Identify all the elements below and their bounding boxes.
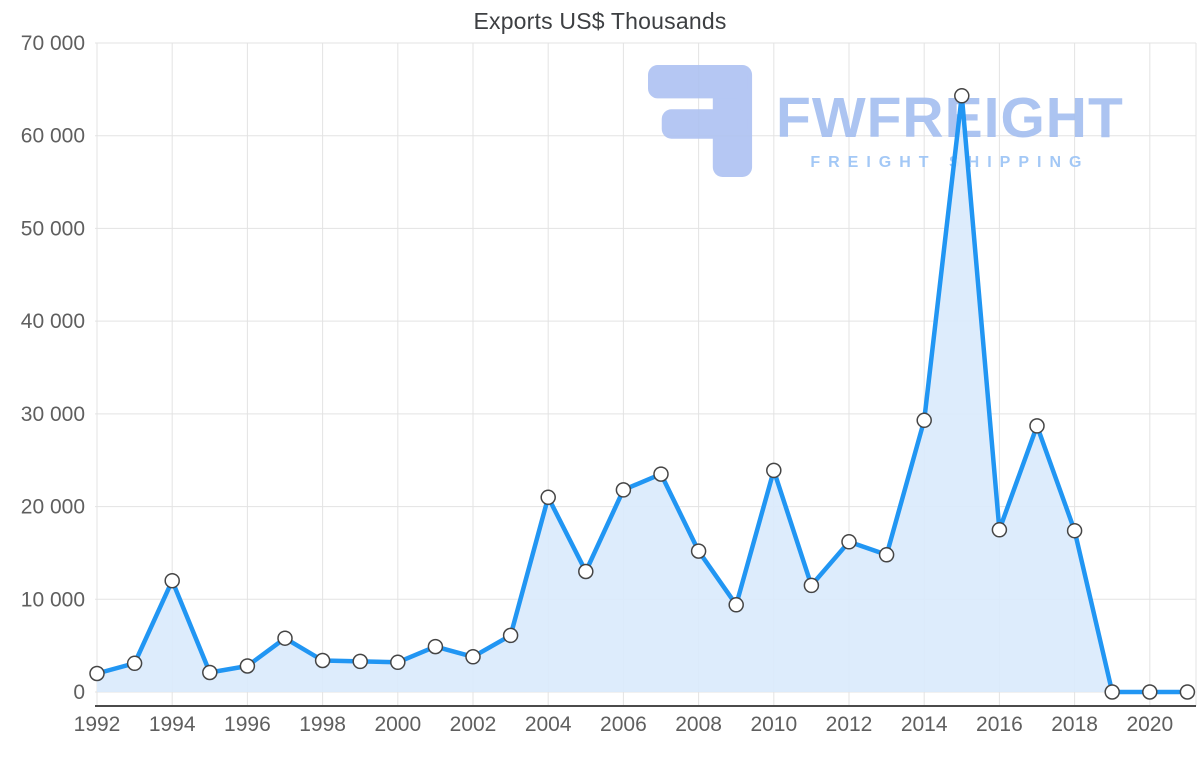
x-axis-tick-label: 1992 <box>74 713 121 736</box>
x-axis-tick-label: 2012 <box>826 713 873 736</box>
data-point-marker[interactable] <box>1029 418 1045 434</box>
data-point-marker[interactable] <box>164 572 180 589</box>
data-point-marker[interactable] <box>202 664 218 681</box>
data-point-marker[interactable] <box>390 654 406 671</box>
data-point-marker[interactable] <box>653 466 669 482</box>
x-axis-tick-label: 2002 <box>450 713 497 736</box>
chart-title: Exports US$ Thousands <box>473 8 727 34</box>
y-axis-tick-label: 60 000 <box>21 125 85 148</box>
y-axis-tick-label: 10 000 <box>21 588 85 611</box>
data-point-marker[interactable] <box>540 489 556 506</box>
data-point-marker[interactable] <box>314 652 331 669</box>
x-axis-tick-label: 2014 <box>901 713 948 736</box>
data-point-marker[interactable] <box>728 597 744 613</box>
data-point-marker[interactable] <box>991 522 1008 538</box>
y-axis-tick-label: 0 <box>73 681 85 704</box>
data-point-marker[interactable] <box>954 88 970 104</box>
data-point-marker[interactable] <box>277 630 293 646</box>
data-point-marker[interactable] <box>878 547 895 563</box>
data-point-marker[interactable] <box>615 482 632 498</box>
data-point-marker[interactable] <box>1066 522 1083 539</box>
data-point-marker[interactable] <box>766 462 782 479</box>
y-axis-tick-label: 70 000 <box>21 32 85 55</box>
data-point-marker[interactable] <box>89 665 105 682</box>
y-axis-tick-label: 20 000 <box>21 496 85 519</box>
data-point-marker[interactable] <box>427 638 444 655</box>
data-point-marker[interactable] <box>465 649 481 665</box>
data-point-marker[interactable] <box>916 412 932 429</box>
y-axis-tick-label: 40 000 <box>21 310 85 333</box>
x-axis-tick-label: 1996 <box>224 713 271 736</box>
data-point-marker[interactable] <box>1104 684 1120 700</box>
y-axis-tick-label: 50 000 <box>21 217 85 240</box>
x-axis-tick-label: 2010 <box>750 713 797 736</box>
x-axis-tick-label: 2008 <box>675 713 722 736</box>
x-axis-tick-label: 2006 <box>600 713 647 736</box>
data-point-marker[interactable] <box>803 577 820 594</box>
x-axis-tick-label: 1994 <box>149 713 196 736</box>
data-point-marker[interactable] <box>239 658 256 674</box>
x-axis-tick-label: 2016 <box>976 713 1023 736</box>
data-point-marker[interactable] <box>690 543 707 559</box>
data-point-marker[interactable] <box>841 534 857 550</box>
data-point-marker[interactable] <box>126 655 143 672</box>
data-point-marker[interactable] <box>352 653 368 670</box>
x-axis-tick-label: 1998 <box>299 713 346 736</box>
data-point-marker[interactable] <box>1179 684 1196 700</box>
series-line <box>94 93 1190 695</box>
x-axis-tick-label: 2000 <box>374 713 421 736</box>
area-fill <box>97 95 1188 693</box>
y-axis-tick-label: 30 000 <box>21 403 85 426</box>
data-point-marker[interactable] <box>578 563 594 580</box>
x-axis-tick-label: 2018 <box>1051 713 1098 736</box>
data-point-marker[interactable] <box>1142 684 1158 700</box>
x-axis-tick-label: 2004 <box>525 713 572 736</box>
data-point-marker[interactable] <box>502 627 519 644</box>
x-axis-tick-label: 2020 <box>1126 713 1173 736</box>
